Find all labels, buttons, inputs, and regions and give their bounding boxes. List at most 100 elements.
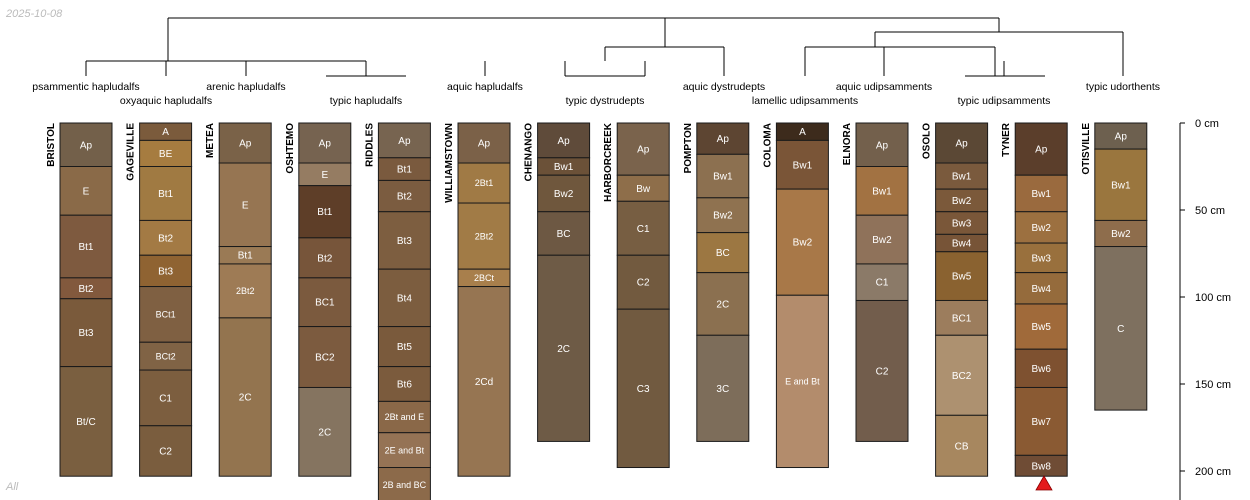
- dendrogram: [85, 17, 1124, 77]
- horizon-2c: [218, 317, 272, 477]
- horizon-label: BC1: [952, 313, 972, 324]
- profile-name: RIDDLES: [364, 123, 375, 167]
- horizon-label: Bw1: [793, 160, 813, 171]
- horizon-bw1: [696, 153, 750, 199]
- horizon-label: Bw3: [1031, 253, 1051, 264]
- profile-elnora: ELNORA Ap Bw1 Bw2 C1 C2: [842, 122, 909, 442]
- profile-name: HARBORCREEK: [603, 122, 614, 202]
- horizon-label: Bt1: [238, 251, 253, 262]
- horizon-label: E and Bt: [785, 377, 820, 387]
- horizon-ap: [1014, 122, 1068, 176]
- group-label-lamellic-udipsamments: lamellic udipsamments: [752, 95, 858, 107]
- date-stamp: 2025-10-08: [6, 8, 63, 20]
- profile-name: METEA: [205, 123, 216, 158]
- horizon-bt3: [59, 298, 113, 368]
- group-label-psammentic-hapludalfs: psammentic hapludalfs: [32, 81, 139, 93]
- group-label-aquic-udipsamments: aquic udipsamments: [836, 81, 932, 93]
- horizon-label: Bt1: [158, 189, 173, 200]
- horizon-label: C2: [159, 446, 172, 457]
- horizon-label: Bt3: [158, 266, 173, 277]
- horizon-c1: [616, 200, 670, 256]
- horizon-label: Bw2: [554, 189, 574, 200]
- group-label-typic-udorthents: typic udorthents: [1086, 81, 1160, 93]
- horizon-c2: [616, 254, 670, 310]
- horizon-bt2: [139, 219, 193, 256]
- horizon-label: Ap: [876, 140, 889, 151]
- horizon-label: E: [321, 170, 328, 181]
- horizon-label: Bt3: [397, 236, 412, 247]
- group-labels: psammentic hapludalfs oxyaquic hapludalfs…: [32, 81, 1160, 107]
- horizon-label: Bt6: [397, 380, 412, 391]
- horizon-label: Bw2: [952, 196, 972, 207]
- horizon-label: Ap: [478, 139, 491, 150]
- horizon-label: 2C: [716, 299, 729, 310]
- horizon-label: Bw2: [1031, 223, 1051, 234]
- horizon-bw2: [1094, 219, 1148, 248]
- profile-coloma: COLOMA A Bw1 Bw2 E and Bt: [762, 122, 829, 469]
- horizon-label: 2C: [557, 344, 570, 355]
- horizon-label: 2BCt: [474, 273, 495, 283]
- horizon-label: C: [1117, 324, 1124, 335]
- group-label-typic-udipsamments: typic udipsamments: [958, 95, 1051, 107]
- horizon-label: Bt2: [317, 253, 332, 264]
- horizon-2cd: [457, 286, 511, 477]
- horizon-c2: [855, 299, 909, 442]
- horizon-label: Bw1: [1031, 189, 1051, 200]
- horizon-2c: [696, 272, 750, 336]
- horizon-2b-and-bc: [377, 467, 431, 500]
- horizon-label: Bt2: [397, 192, 412, 203]
- horizon-label: Bt4: [397, 293, 412, 304]
- axis-tick-label: 0 cm: [1195, 118, 1219, 130]
- horizon-label: 2Cd: [475, 377, 493, 388]
- group-label-arenic-hapludalfs: arenic hapludalfs: [206, 81, 285, 93]
- group-label-typic-dystrudepts: typic dystrudepts: [566, 95, 645, 107]
- horizon-label: A: [162, 127, 169, 138]
- profile-harborcreek: HARBORCREEK Ap Bw C1 C2 C3: [603, 122, 670, 469]
- horizon-label: 2E and Bt: [385, 445, 425, 455]
- horizon-label: BC2: [952, 371, 972, 382]
- soil-profiles: BRISTOL Ap E Bt1 Bt2 Bt3 Bt/C GAGEVILLE A BE Bt1 Bt…: [46, 122, 1148, 500]
- profile-williamstown: WILLIAMSTOWN Ap 2Bt1 2Bt2 2BCt 2Cd: [444, 122, 511, 477]
- horizon-label: E: [242, 200, 249, 211]
- horizon-label: C3: [637, 384, 650, 395]
- horizon-e-and-bt: [775, 294, 829, 469]
- horizon-label: 2Bt2: [236, 286, 255, 296]
- horizon-bw6: [1014, 348, 1068, 388]
- horizon-label: Bw: [636, 184, 651, 195]
- horizon-label: Bw1: [554, 162, 574, 173]
- horizon-label: 2Bt1: [475, 178, 494, 188]
- horizon-label: Bw8: [1031, 461, 1051, 472]
- horizon-2c: [298, 386, 352, 477]
- horizon-label: 3C: [716, 384, 729, 395]
- horizon-label: BC: [557, 229, 571, 240]
- profile-metea: METEA Ap E Bt1 2Bt2 2C: [205, 122, 272, 477]
- horizon-bt4: [377, 268, 431, 328]
- horizon-bw2: [775, 188, 829, 296]
- horizon-ap: [1094, 122, 1148, 150]
- horizon-cb: [935, 414, 989, 477]
- horizon-2e-and-bt: [377, 432, 431, 469]
- axis-tick-label: 200 cm: [1195, 466, 1231, 478]
- horizon-label: Ap: [557, 136, 570, 147]
- group-label-typic-hapludalfs: typic hapludalfs: [330, 95, 402, 107]
- horizon-label: Bw1: [1111, 180, 1131, 191]
- horizon-bc1: [298, 277, 352, 328]
- horizon-label: Bw5: [1031, 322, 1051, 333]
- profile-name: TYNER: [1001, 122, 1012, 157]
- horizon-label: BC2: [315, 353, 335, 364]
- profile-name: OSHTEMO: [285, 123, 296, 174]
- axis-tick-label: 150 cm: [1195, 379, 1231, 391]
- horizon-label: Bw2: [1111, 229, 1131, 240]
- horizon-ap: [218, 122, 272, 164]
- horizon-bt1: [139, 166, 193, 221]
- horizon-2bt1: [457, 162, 511, 204]
- horizon-bt2: [298, 237, 352, 279]
- horizon-label: Bt2: [78, 284, 93, 295]
- horizon-label: Bw2: [872, 235, 892, 246]
- horizon-be: [139, 139, 193, 167]
- horizon-label: C2: [637, 278, 650, 289]
- profile-name: BRISTOL: [46, 123, 57, 167]
- axis-tick-label: 100 cm: [1195, 292, 1231, 304]
- horizon-label: A: [799, 127, 806, 138]
